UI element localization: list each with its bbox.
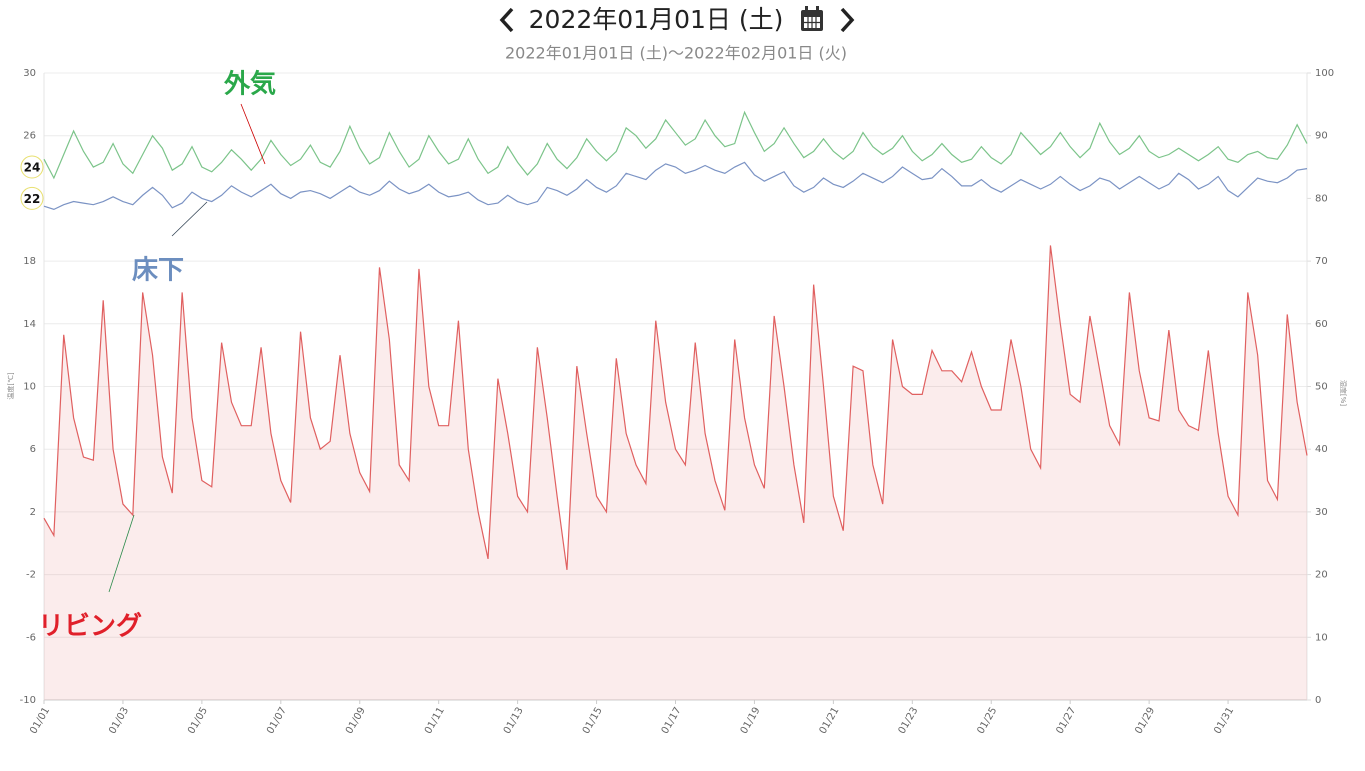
calendar-icon[interactable] — [801, 6, 823, 31]
x-tick-label: 01/05 — [186, 706, 210, 736]
y-tick-label: 10 — [23, 382, 36, 393]
x-tick-label: 01/19 — [739, 706, 763, 736]
y-tick-label: -6 — [26, 632, 36, 643]
axis-marker — [20, 155, 44, 179]
x-tick-label: 01/07 — [265, 706, 289, 736]
series-line — [43, 245, 1308, 570]
x-tick-label: 01/23 — [897, 706, 921, 736]
y2-tick-label: 0 — [1315, 695, 1321, 706]
y2-tick-label: 30 — [1315, 507, 1328, 518]
x-tick-label: 01/11 — [423, 706, 447, 736]
prev-button[interactable] — [499, 7, 514, 33]
axis-marker — [20, 186, 44, 210]
x-tick-label: 01/09 — [344, 706, 368, 736]
y-tick-label: 2 — [30, 507, 36, 518]
y-tick-label: 6 — [30, 444, 36, 455]
y-tick-label: 18 — [23, 256, 36, 267]
x-tick-label: 01/15 — [581, 706, 605, 736]
series-label: リビング — [38, 612, 142, 642]
y2-tick-label: 60 — [1315, 319, 1328, 330]
x-tick-label: 01/31 — [1212, 706, 1236, 736]
y-tick-label: 14 — [23, 319, 36, 330]
x-tick-label: 01/01 — [28, 706, 52, 736]
x-tick-label: 01/03 — [107, 706, 131, 736]
x-tick-label: 01/17 — [660, 706, 684, 736]
chart-subtitle: 2022年01月01日 (土)～2022年02月01日 (火) — [505, 44, 847, 63]
axis-marker-label: 24 — [24, 161, 41, 175]
x-tick-label: 01/25 — [976, 706, 1000, 736]
y-tick-label: 26 — [23, 131, 36, 142]
y2-axis-label: 湿度[%] — [1339, 380, 1348, 406]
next-button[interactable] — [840, 7, 855, 33]
axis-marker-label: 22 — [24, 192, 41, 206]
callout-line — [108, 514, 135, 593]
y2-tick-label: 10 — [1315, 632, 1328, 643]
y2-tick-label: 70 — [1315, 256, 1328, 267]
y2-tick-label: 100 — [1315, 68, 1334, 79]
y2-tick-label: 90 — [1315, 131, 1328, 142]
callout-line — [171, 201, 208, 237]
callout-line — [240, 103, 266, 165]
y2-tick-label: 80 — [1315, 193, 1328, 204]
y2-tick-label: 20 — [1315, 570, 1328, 581]
x-tick-label: 01/13 — [502, 706, 526, 736]
series-area — [44, 245, 1307, 701]
series-label: 外気 — [223, 69, 276, 100]
series-line — [43, 110, 1308, 180]
x-tick-label: 01/21 — [818, 706, 842, 736]
y2-tick-label: 50 — [1315, 382, 1328, 393]
series-label: 床下 — [132, 256, 184, 286]
y2-tick-label: 40 — [1315, 444, 1328, 455]
y-axis-label: 温度[℃] — [6, 372, 15, 400]
series-line — [43, 161, 1308, 211]
x-tick-label: 01/29 — [1133, 706, 1157, 736]
x-tick-label: 01/27 — [1054, 706, 1078, 736]
y-tick-label: 30 — [23, 68, 36, 79]
y-tick-label: -10 — [20, 695, 36, 706]
y-tick-label: -2 — [26, 570, 36, 581]
chart-title: 2022年01月01日 (土) — [529, 5, 784, 34]
